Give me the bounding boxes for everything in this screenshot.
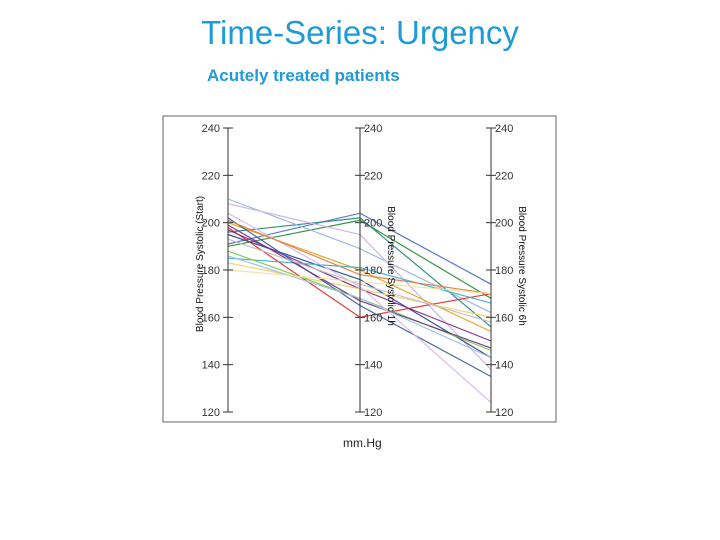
axis-3: 120 140 160 180 200 220 240 Blood Pressure Syst… xyxy=(486,123,527,419)
tick-label: 180 xyxy=(202,265,220,277)
tick-label: 180 xyxy=(364,265,382,277)
axis-1: 120 140 160 180 200 220 240 Blood Pressure Syst… xyxy=(195,123,233,419)
tick-label: 120 xyxy=(364,407,382,419)
tick-label: 200 xyxy=(364,218,382,230)
axis-title-start: Blood Pressure Systolic (Start) xyxy=(195,196,206,332)
tick-label: 180 xyxy=(495,265,513,277)
unit-label: mm.Hg xyxy=(343,436,382,450)
axis-2: 120 140 160 180 200 220 240 Blood Pressure Syst… xyxy=(355,123,396,419)
tick-label: 220 xyxy=(495,170,513,182)
tick-label: 120 xyxy=(495,407,513,419)
tick-label: 240 xyxy=(202,123,220,135)
axis-title-1h: Blood Pressure Systolic 1h xyxy=(385,206,396,326)
tick-label: 200 xyxy=(202,218,220,230)
tick-label: 160 xyxy=(364,312,382,324)
tick-label: 160 xyxy=(495,312,513,324)
axis-title-6h: Blood Pressure Systolic 6h xyxy=(516,206,527,326)
tick-label: 240 xyxy=(495,123,513,135)
slide-subtitle: Acutely treated patients xyxy=(207,66,400,85)
tick-label: 140 xyxy=(202,360,220,372)
tick-label: 120 xyxy=(202,407,220,419)
tick-label: 240 xyxy=(364,123,382,135)
tick-label: 140 xyxy=(364,360,382,372)
axes: 120 140 160 180 200 220 240 Blood Pressure Syst… xyxy=(195,123,527,419)
tick-label: 140 xyxy=(495,360,513,372)
tick-label: 160 xyxy=(202,312,220,324)
tick-label: 200 xyxy=(495,218,513,230)
tick-label: 220 xyxy=(202,170,220,182)
tick-label: 220 xyxy=(364,170,382,182)
slide-title: Time-Series: Urgency xyxy=(201,14,519,51)
